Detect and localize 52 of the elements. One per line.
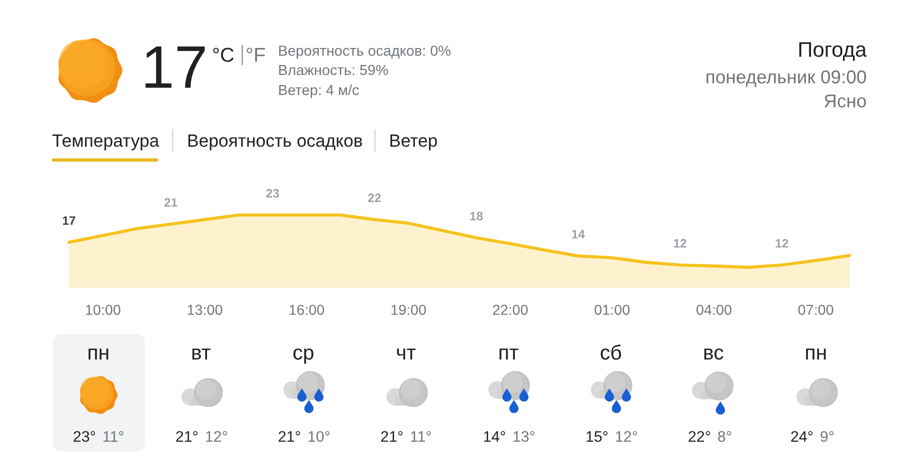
text: 14° xyxy=(484,431,505,442)
x-tick-label: 04:00 xyxy=(696,304,732,315)
x-tick-label: 13:00 xyxy=(188,304,222,315)
text: пт xyxy=(500,348,518,360)
data-label: 12 xyxy=(776,239,788,248)
text: 23° xyxy=(74,431,95,442)
text: чт xyxy=(397,348,416,360)
text: 17 xyxy=(146,46,205,88)
x-tick-label: 22:00 xyxy=(492,304,528,315)
text: 12° xyxy=(206,431,227,442)
text: °C xyxy=(213,48,234,62)
data-label: 22 xyxy=(368,194,381,202)
x-tick-label: 07:00 xyxy=(798,304,834,315)
text: Вероятность осадков xyxy=(188,134,362,150)
text: 11° xyxy=(411,431,431,442)
text: Температура xyxy=(52,134,160,150)
text: пн xyxy=(806,348,826,360)
text: 15° xyxy=(586,431,608,442)
text: 21° xyxy=(278,431,300,442)
data-label: 23 xyxy=(266,188,279,198)
x-tick-label: 16:00 xyxy=(290,304,324,315)
x-tick-label: 01:00 xyxy=(594,304,630,315)
text: Ветер: 4 м/с xyxy=(279,84,359,98)
data-label: 12 xyxy=(674,239,686,248)
text: вс xyxy=(704,348,724,360)
chart-title: Погода xyxy=(799,42,867,61)
text: °F xyxy=(246,48,265,62)
data-label: 17 xyxy=(62,216,76,225)
data-label: 18 xyxy=(470,212,483,220)
text: 11° xyxy=(104,431,124,442)
text: пн xyxy=(88,348,108,360)
text: вт xyxy=(192,348,210,360)
x-tick-label: 19:00 xyxy=(392,304,426,315)
text: 12° xyxy=(616,431,637,442)
text: 22° xyxy=(688,431,710,442)
text: Ветер xyxy=(390,134,437,150)
data-label: 21 xyxy=(164,198,178,207)
text: 10° xyxy=(308,431,330,442)
text: Вероятность осадков: 0% xyxy=(279,46,451,59)
text: 21° xyxy=(176,431,198,442)
text: 13° xyxy=(514,431,534,442)
text: 8° xyxy=(718,431,732,442)
text: Влажность: 59% xyxy=(279,64,388,76)
text: 21° xyxy=(381,431,402,442)
text: 24° xyxy=(791,431,812,442)
chart-subtitle: понедельник 09:00 xyxy=(706,70,866,87)
x-tick-label: 10:00 xyxy=(86,304,120,315)
text: 9° xyxy=(820,431,834,442)
text: Ясно xyxy=(824,94,866,108)
text: сб xyxy=(600,344,622,360)
text: ср xyxy=(293,348,314,364)
data-label: 14 xyxy=(572,230,585,238)
